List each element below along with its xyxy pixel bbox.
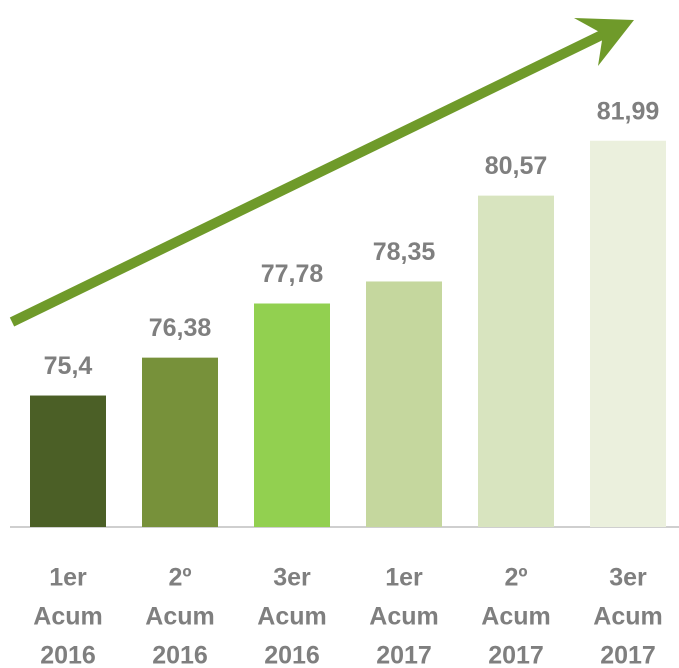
x-tick-label: Acum bbox=[481, 603, 550, 631]
trend-arrow-head bbox=[574, 18, 634, 66]
bar bbox=[590, 140, 666, 527]
x-tick-label: Acum bbox=[257, 603, 326, 631]
x-tick-label: 2016 bbox=[152, 642, 208, 668]
x-tick-label: Acum bbox=[593, 603, 662, 631]
x-tick-label: 3er bbox=[609, 564, 647, 592]
value-label: 81,99 bbox=[597, 97, 660, 125]
bar bbox=[254, 303, 330, 527]
x-tick-label: 2016 bbox=[40, 642, 96, 668]
x-tick-label: 3er bbox=[273, 564, 311, 592]
x-tick-label: Acum bbox=[145, 603, 214, 631]
x-tick-label: 1er bbox=[385, 564, 423, 592]
value-label: 78,35 bbox=[373, 238, 436, 266]
bar bbox=[366, 281, 442, 527]
x-tick-label: Acum bbox=[33, 603, 102, 631]
x-tick-label: 2017 bbox=[376, 642, 432, 668]
trend-arrow-shaft bbox=[9, 25, 615, 327]
value-label: 76,38 bbox=[149, 314, 212, 342]
value-label: 80,57 bbox=[485, 152, 548, 180]
value-label: 75,4 bbox=[44, 352, 93, 380]
x-tick-label: 2º bbox=[168, 564, 191, 592]
bar bbox=[30, 395, 106, 527]
bar bbox=[478, 195, 554, 528]
x-tick-label: 1er bbox=[49, 564, 87, 592]
x-tick-label: 2º bbox=[504, 564, 527, 592]
x-tick-label: 2016 bbox=[264, 642, 320, 668]
bar bbox=[142, 357, 218, 527]
x-tick-label: 2017 bbox=[600, 642, 656, 668]
x-tick-label: Acum bbox=[369, 603, 438, 631]
value-label: 77,78 bbox=[261, 260, 324, 288]
x-tick-label: 2017 bbox=[488, 642, 544, 668]
